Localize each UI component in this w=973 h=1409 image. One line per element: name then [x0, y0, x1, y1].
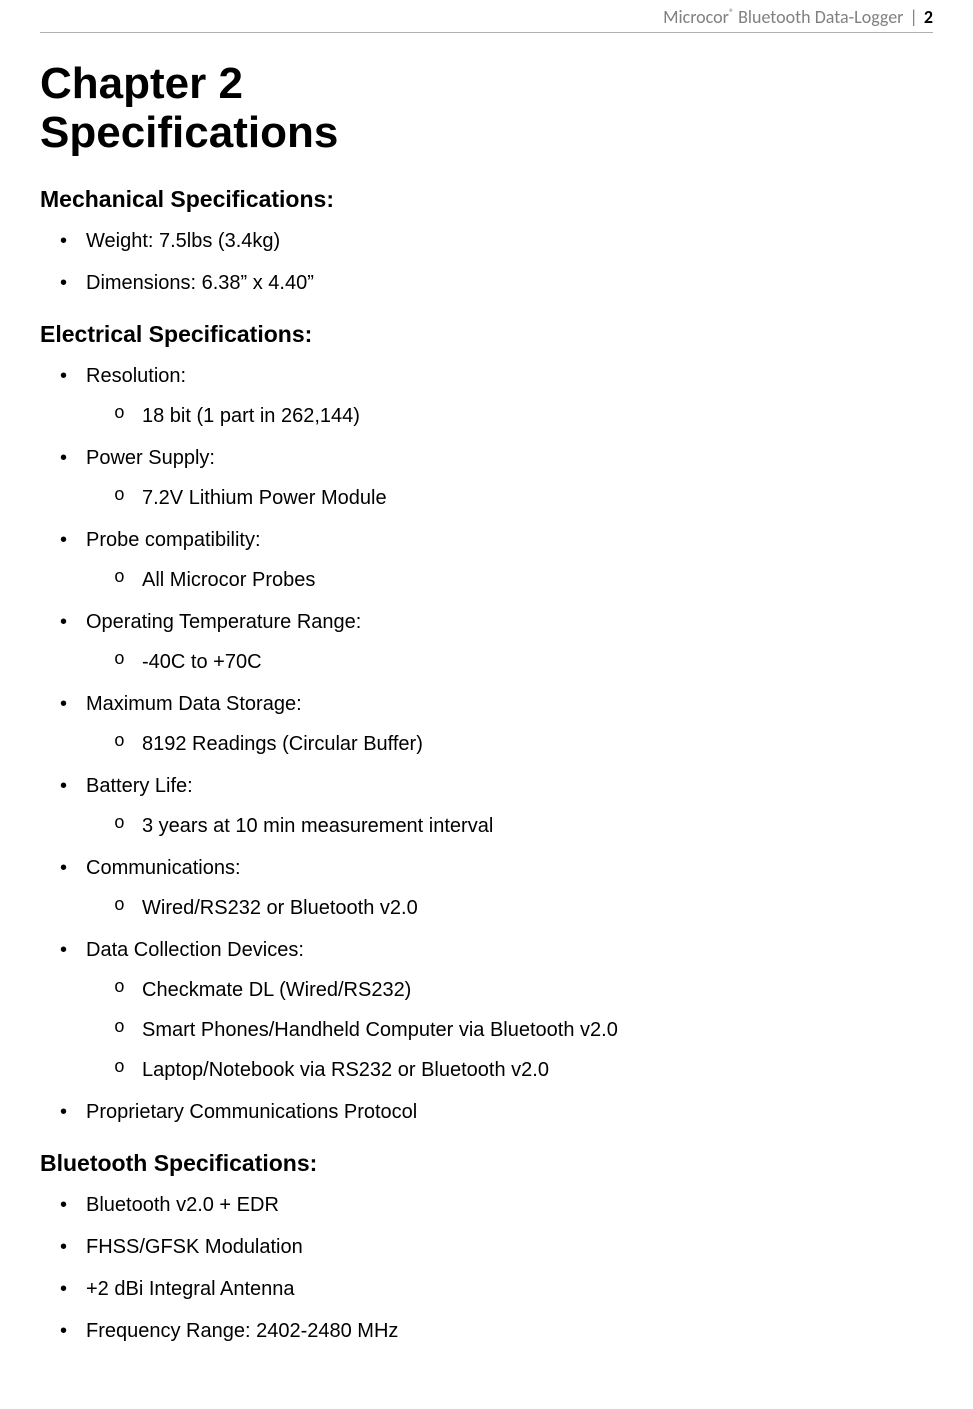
spec-item-label: Battery Life: — [86, 775, 193, 797]
section-block: Mechanical Specifications: Weight: 7.5lbs… — [40, 186, 933, 297]
spec-subitem: Wired/RS232 or Bluetooth v2.0 — [86, 894, 933, 922]
header-trademark: ® — [729, 6, 734, 19]
spec-sublist: 7.2V Lithium Power Module — [86, 484, 933, 512]
spec-subitem: 8192 Readings (Circular Buffer) — [86, 730, 933, 758]
spec-sublist: Checkmate DL (Wired/RS232) Smart Phones/H… — [86, 976, 933, 1084]
spec-item: Proprietary Communications Protocol — [40, 1098, 933, 1126]
header-page-number: 2 — [924, 6, 933, 28]
chapter-title-line2: Specifications — [40, 108, 338, 157]
spec-item-label: FHSS/GFSK Modulation — [86, 1236, 303, 1258]
spec-item: +2 dBi Integral Antenna — [40, 1275, 933, 1303]
header-separator: | — [910, 6, 918, 28]
spec-sublist: Wired/RS232 or Bluetooth v2.0 — [86, 894, 933, 922]
spec-list: Resolution: 18 bit (1 part in 262,144) Pow… — [40, 362, 933, 1126]
spec-item-label: Resolution: — [86, 365, 186, 387]
spec-item-label: Communications: — [86, 857, 241, 879]
spec-item-label: Dimensions: 6.38” x 4.40” — [86, 272, 314, 294]
spec-item-label: Weight: 7.5lbs (3.4kg) — [86, 230, 280, 252]
spec-sublist: 18 bit (1 part in 262,144) — [86, 402, 933, 430]
spec-item-label: Power Supply: — [86, 447, 215, 469]
spec-item: Frequency Range: 2402-2480 MHz — [40, 1317, 933, 1345]
page-header: Microcor® Bluetooth Data-Logger | 2 — [40, 0, 933, 33]
spec-item-label: Proprietary Communications Protocol — [86, 1101, 417, 1123]
spec-subitem: Smart Phones/Handheld Computer via Bluet… — [86, 1016, 933, 1044]
spec-item: FHSS/GFSK Modulation — [40, 1233, 933, 1261]
spec-subitem: 3 years at 10 min measurement interval — [86, 812, 933, 840]
section-title: Bluetooth Specifications: — [40, 1150, 933, 1177]
section-title: Mechanical Specifications: — [40, 186, 933, 213]
spec-subitem: 7.2V Lithium Power Module — [86, 484, 933, 512]
spec-subitem: Laptop/Notebook via RS232 or Bluetooth v… — [86, 1056, 933, 1084]
header-brand: Microcor® Bluetooth Data-Logger — [663, 6, 907, 28]
chapter-title-line1: Chapter 2 — [40, 59, 243, 108]
section-block: Bluetooth Specifications: Bluetooth v2.0 … — [40, 1150, 933, 1345]
spec-item-label: +2 dBi Integral Antenna — [86, 1278, 295, 1300]
spec-item-label: Bluetooth v2.0 + EDR — [86, 1194, 279, 1216]
spec-item: Communications: Wired/RS232 or Bluetooth … — [40, 854, 933, 922]
spec-item: Maximum Data Storage: 8192 Readings (Circ… — [40, 690, 933, 758]
spec-sublist: 3 years at 10 min measurement interval — [86, 812, 933, 840]
chapter-title: Chapter 2 Specifications — [40, 59, 933, 158]
spec-item: Dimensions: 6.38” x 4.40” — [40, 269, 933, 297]
spec-item-label: Maximum Data Storage: — [86, 693, 302, 715]
spec-item: Weight: 7.5lbs (3.4kg) — [40, 227, 933, 255]
spec-sublist: 8192 Readings (Circular Buffer) — [86, 730, 933, 758]
section-title: Electrical Specifications: — [40, 321, 933, 348]
spec-item-label: Operating Temperature Range: — [86, 611, 361, 633]
sections-container: Mechanical Specifications: Weight: 7.5lbs… — [40, 186, 933, 1345]
spec-list: Bluetooth v2.0 + EDR FHSS/GFSK Modulation… — [40, 1191, 933, 1345]
spec-item-label: Data Collection Devices: — [86, 939, 304, 961]
spec-subitem: -40C to +70C — [86, 648, 933, 676]
spec-sublist: -40C to +70C — [86, 648, 933, 676]
spec-item: Bluetooth v2.0 + EDR — [40, 1191, 933, 1219]
spec-subitem: 18 bit (1 part in 262,144) — [86, 402, 933, 430]
spec-subitem: All Microcor Probes — [86, 566, 933, 594]
spec-item: Battery Life: 3 years at 10 min measureme… — [40, 772, 933, 840]
spec-item: Resolution: 18 bit (1 part in 262,144) — [40, 362, 933, 430]
spec-sublist: All Microcor Probes — [86, 566, 933, 594]
spec-item: Data Collection Devices: Checkmate DL (Wi… — [40, 936, 933, 1084]
spec-item: Probe compatibility: All Microcor Probes — [40, 526, 933, 594]
spec-item: Operating Temperature Range: -40C to +70C — [40, 608, 933, 676]
spec-item: Power Supply: 7.2V Lithium Power Module — [40, 444, 933, 512]
section-block: Electrical Specifications: Resolution: 18 … — [40, 321, 933, 1126]
spec-list: Weight: 7.5lbs (3.4kg) Dimensions: 6.38” … — [40, 227, 933, 297]
spec-item-label: Frequency Range: 2402-2480 MHz — [86, 1320, 398, 1342]
document-page: Microcor® Bluetooth Data-Logger | 2 Chap… — [0, 0, 973, 1409]
header-brand-name: Microcor — [663, 6, 729, 28]
header-subtitle: Bluetooth Data-Logger — [738, 6, 903, 28]
spec-subitem: Checkmate DL (Wired/RS232) — [86, 976, 933, 1004]
spec-item-label: Probe compatibility: — [86, 529, 261, 551]
